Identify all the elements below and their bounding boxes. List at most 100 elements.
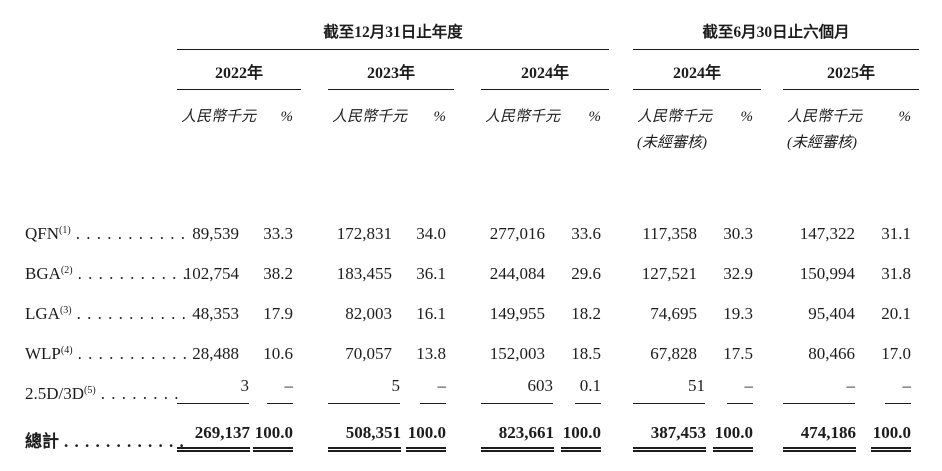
percent-cell: 17.0: [881, 343, 912, 363]
footnote-marker: (3): [59, 304, 72, 316]
percent-cell: 19.3: [723, 303, 754, 323]
value-cell: 89,539: [192, 223, 239, 243]
percent-subheader: %: [898, 108, 912, 125]
col-gap: [761, 284, 783, 324]
total-name: 總計: [25, 431, 59, 451]
row-label: BGA(2) . . . . . . . . . . .: [25, 244, 187, 284]
table-row-qfn: QFN(1). . . . . . . . . . . 89,539 33.3 …: [25, 204, 919, 244]
value-cell: 51: [633, 364, 711, 404]
dot-leader: . . . . . . . . . . .: [77, 343, 188, 363]
col-gap: [761, 126, 783, 152]
revenue-by-product-table: 截至12月31日止年度 截至6月30日止六個月 2022年 2023年 2024…: [25, 20, 920, 452]
col-gap: [454, 284, 481, 324]
total-percent-cell: 100.0: [869, 404, 919, 452]
underlined-value: –: [783, 376, 856, 404]
currency-subheader: 人民幣千元: [485, 108, 561, 125]
dot-leader: . . . . . . . . . . .: [75, 223, 186, 243]
col-gap: [301, 126, 328, 152]
double-underlined-value: 100.0: [253, 423, 293, 452]
percent-cell: 33.6: [571, 223, 602, 243]
col-gap: [454, 244, 481, 284]
table-row-lga: LGA(3). . . . . . . . . . . 48,353 17.9 …: [25, 284, 919, 324]
percent-cell: 18.5: [571, 343, 602, 363]
footnote-marker: (2): [60, 264, 73, 276]
percent-subheader: %: [433, 108, 447, 125]
percent-cell: 29.6: [571, 263, 602, 283]
col-gap: [454, 204, 481, 244]
double-underlined-value: 100.0: [561, 423, 602, 452]
unaudited-note: (未經審核): [787, 134, 858, 151]
col-gap: [454, 126, 481, 152]
col-gap: [761, 244, 783, 284]
underlined-value: –: [420, 376, 446, 404]
percent-cell: 13.8: [416, 343, 446, 363]
value-cell: 67,828: [650, 343, 698, 363]
total-row: 總計. . . . . . . . . . . . 269,137 100.0 …: [25, 404, 919, 452]
currency-subheader: 人民幣千元: [637, 108, 713, 125]
percent-subheader: %: [740, 108, 754, 125]
group-gap: [609, 204, 633, 244]
col-gap: [761, 204, 783, 244]
value-cell: 183,455: [336, 263, 392, 283]
col-gap: [454, 324, 481, 364]
value-cell: 74,695: [650, 303, 698, 323]
value-cell: 117,358: [642, 223, 698, 243]
group-gap: [609, 324, 633, 364]
year-header-2025-interim: 2025年: [783, 49, 920, 90]
underlined-value: 603: [481, 376, 553, 404]
percent-cell: –: [406, 364, 454, 404]
empty-cell: [25, 126, 177, 152]
value-cell: 28,488: [192, 343, 239, 363]
underlined-value: –: [727, 376, 754, 404]
col-gap: [761, 50, 783, 90]
double-underlined-value: 508,351: [328, 423, 401, 452]
col-gap: [301, 284, 328, 324]
footnote-marker: (4): [60, 344, 73, 356]
unaudited-note-row: (未經審核) (未經審核): [25, 126, 919, 152]
double-underlined-value: 100.0: [871, 423, 912, 452]
product-name: WLP: [25, 343, 61, 363]
col-gap: [301, 404, 328, 452]
double-underlined-value: 474,186: [783, 423, 857, 452]
col-gap: [454, 404, 481, 452]
group-gap: [609, 50, 633, 90]
value-cell: 82,003: [345, 303, 392, 323]
percent-cell: 31.8: [881, 263, 912, 283]
empty-corner-cell: [25, 20, 177, 50]
col-gap: [301, 90, 328, 126]
spacer-row: [25, 152, 919, 204]
col-gap: [761, 324, 783, 364]
percent-cell: –: [711, 364, 761, 404]
underlined-value: 5: [328, 376, 400, 404]
year-header-2023: 2023年: [328, 49, 454, 90]
total-value-cell: 387,453: [633, 404, 711, 452]
total-value-cell: 823,661: [481, 404, 559, 452]
product-name: QFN: [25, 223, 60, 243]
table-row-25d3d: 2.5D/3D(5) . . . . . . . . 3 – 5 – 603 0.…: [25, 364, 919, 404]
value-cell: 277,016: [489, 223, 545, 243]
percent-cell: 18.2: [571, 303, 602, 323]
year-header-row: 2022年 2023年 2024年 2024年 2025年: [25, 49, 920, 90]
period-group-header-row: 截至12月31日止年度 截至6月30日止六個月: [25, 20, 920, 50]
percent-subheader: %: [280, 108, 294, 125]
percent-cell: 30.3: [723, 223, 754, 243]
total-percent-cell: 100.0: [406, 404, 454, 452]
double-underlined-value: 100.0: [713, 423, 754, 452]
col-gap: [301, 50, 328, 90]
value-cell: 48,353: [192, 303, 239, 323]
col-gap: [301, 244, 328, 284]
table-row-bga: BGA(2) . . . . . . . . . . . 102,754 38.2…: [25, 244, 919, 284]
double-underlined-value: 387,453: [633, 423, 707, 452]
percent-cell: 31.1: [881, 223, 912, 243]
percent-cell: 32.9: [723, 263, 754, 283]
col-gap: [454, 50, 481, 90]
group-header-annual: 截至12月31日止年度: [177, 20, 610, 50]
year-header-2024-interim: 2024年: [633, 49, 762, 90]
percent-cell: –: [253, 364, 301, 404]
percent-cell: 20.1: [881, 303, 912, 323]
col-gap: [301, 204, 328, 244]
value-cell: 80,466: [808, 343, 856, 363]
value-cell: 102,754: [183, 263, 239, 283]
total-value-cell: 474,186: [783, 404, 869, 452]
underlined-value: 51: [633, 376, 706, 404]
